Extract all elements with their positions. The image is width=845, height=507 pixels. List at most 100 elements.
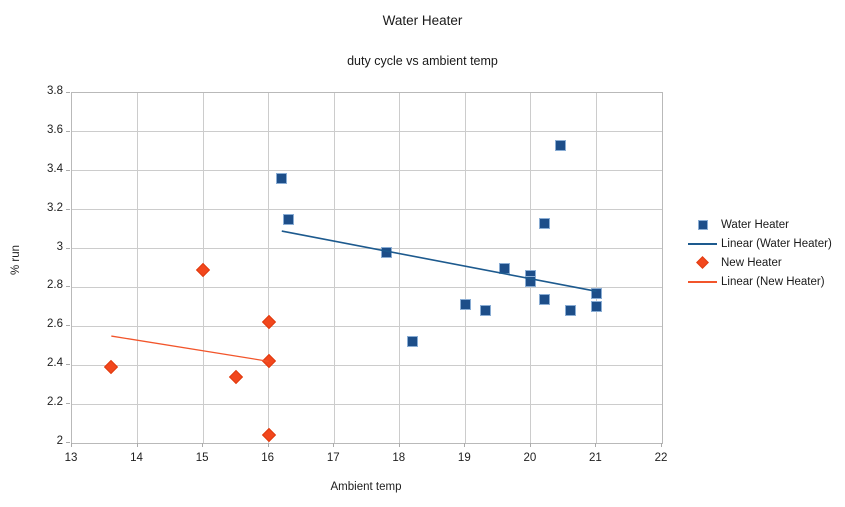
gridline-vertical (333, 93, 335, 443)
trendline-layer (111, 230, 597, 362)
y-tick-label: 2.4 (47, 357, 63, 370)
y-axis-tick (66, 130, 70, 132)
x-tick-label: 15 (195, 452, 209, 464)
x-tick-label: 20 (523, 452, 537, 464)
x-tick-label: 21 (589, 452, 602, 464)
x-axis-tick (71, 443, 72, 447)
gridline-vertical (268, 93, 270, 443)
legend-swatch-cell (687, 280, 718, 283)
gridline-horizontal (72, 209, 662, 211)
y-tick-label: 2.2 (47, 396, 63, 409)
x-axis-tick (595, 443, 597, 447)
x-tick-label: 22 (654, 452, 668, 464)
y-axis-title: % run (10, 244, 22, 276)
y-tick-label: 3.4 (47, 162, 63, 175)
gridline-horizontal (72, 364, 662, 366)
data-point-new-heater (261, 428, 276, 443)
legend-line-swatch (688, 242, 717, 245)
gridline-horizontal (72, 325, 662, 327)
legend-swatch-cell (687, 219, 718, 230)
y-axis-tick (66, 247, 70, 249)
gridline-vertical (595, 93, 597, 443)
legend-swatch-cell (687, 256, 718, 269)
y-tick-label: 3.2 (47, 201, 63, 214)
x-tick-label: 13 (64, 452, 78, 464)
x-tick-label: 18 (392, 452, 406, 464)
y-axis-tick (66, 169, 70, 171)
data-point-water-heater (538, 293, 550, 305)
data-point-new-heater (104, 360, 119, 375)
gridline-vertical (530, 93, 532, 443)
data-point-water-heater (590, 301, 602, 313)
legend-item: Water Heater (687, 215, 832, 234)
data-point-new-heater (228, 369, 243, 384)
y-axis-tick (66, 325, 70, 327)
y-tick-label: 3 (56, 240, 63, 253)
data-point-water-heater (538, 217, 550, 229)
y-tick-label: 2 (56, 435, 63, 447)
y-axis-tick (66, 403, 70, 405)
legend-item: New Heater (687, 253, 832, 272)
y-tick-label: 3.6 (47, 123, 63, 136)
y-axis-tick (66, 442, 70, 443)
x-axis-tick (529, 443, 531, 447)
x-axis-tick (202, 443, 204, 447)
legend-item: Linear (Water Heater) (687, 234, 832, 253)
data-point-water-heater (407, 336, 419, 348)
legend-diamond-swatch (696, 256, 709, 269)
y-tick-label: 3.8 (47, 85, 63, 97)
legend-label: Water Heater (721, 218, 789, 231)
y-tick-label: 2.8 (47, 279, 63, 292)
x-axis-tick (136, 443, 138, 447)
data-point-new-heater (261, 354, 276, 369)
legend-item: Linear (New Heater) (687, 272, 832, 291)
x-axis-tick (661, 443, 662, 447)
chart-subtitle: duty cycle vs ambient temp (347, 54, 498, 68)
legend: Water Heater Linear (Water Heater) New Hea… (687, 215, 832, 291)
data-point-water-heater (276, 173, 288, 185)
gridline-horizontal (72, 403, 662, 405)
y-axis-tick (66, 286, 70, 288)
data-point-water-heater (381, 246, 393, 258)
x-axis-tick (333, 443, 335, 447)
gridline-vertical (137, 93, 139, 443)
legend-swatch-cell (687, 242, 718, 245)
data-point-water-heater (525, 276, 537, 288)
gridline-horizontal (72, 170, 662, 172)
y-tick-label: 2.6 (47, 318, 63, 331)
gridline-horizontal (72, 248, 662, 250)
data-point-new-heater (261, 315, 276, 330)
data-point-new-heater (196, 262, 211, 278)
data-point-water-heater (479, 305, 491, 317)
data-point-water-heater (590, 287, 602, 299)
gridline-vertical (399, 93, 401, 443)
y-axis-tick (66, 208, 70, 210)
gridline-horizontal (72, 131, 662, 133)
x-axis-tick (398, 443, 400, 447)
x-tick-label: 16 (261, 452, 275, 464)
y-axis-tick (66, 92, 70, 93)
x-axis-tick (267, 443, 269, 447)
trendline (281, 230, 597, 293)
gridline-vertical (464, 93, 466, 443)
legend-label: Linear (New Heater) (721, 275, 825, 288)
data-point-water-heater (459, 299, 471, 311)
legend-label: New Heater (721, 256, 782, 269)
x-tick-label: 19 (457, 452, 471, 464)
data-point-water-heater (282, 213, 294, 225)
data-point-water-heater (499, 262, 511, 274)
plot-area (71, 92, 663, 444)
data-point-water-heater (564, 305, 576, 317)
data-point-water-heater (554, 140, 566, 151)
x-tick-label: 14 (130, 452, 143, 464)
legend-square-swatch (697, 219, 708, 230)
x-tick-label: 17 (326, 452, 340, 464)
legend-label: Linear (Water Heater) (721, 237, 832, 250)
gridline-horizontal (72, 286, 662, 288)
x-axis-tick (464, 443, 466, 447)
trendline (111, 335, 269, 362)
chart-title: Water Heater (382, 13, 463, 28)
y-axis-tick (66, 364, 70, 366)
legend-line-swatch (688, 280, 717, 283)
